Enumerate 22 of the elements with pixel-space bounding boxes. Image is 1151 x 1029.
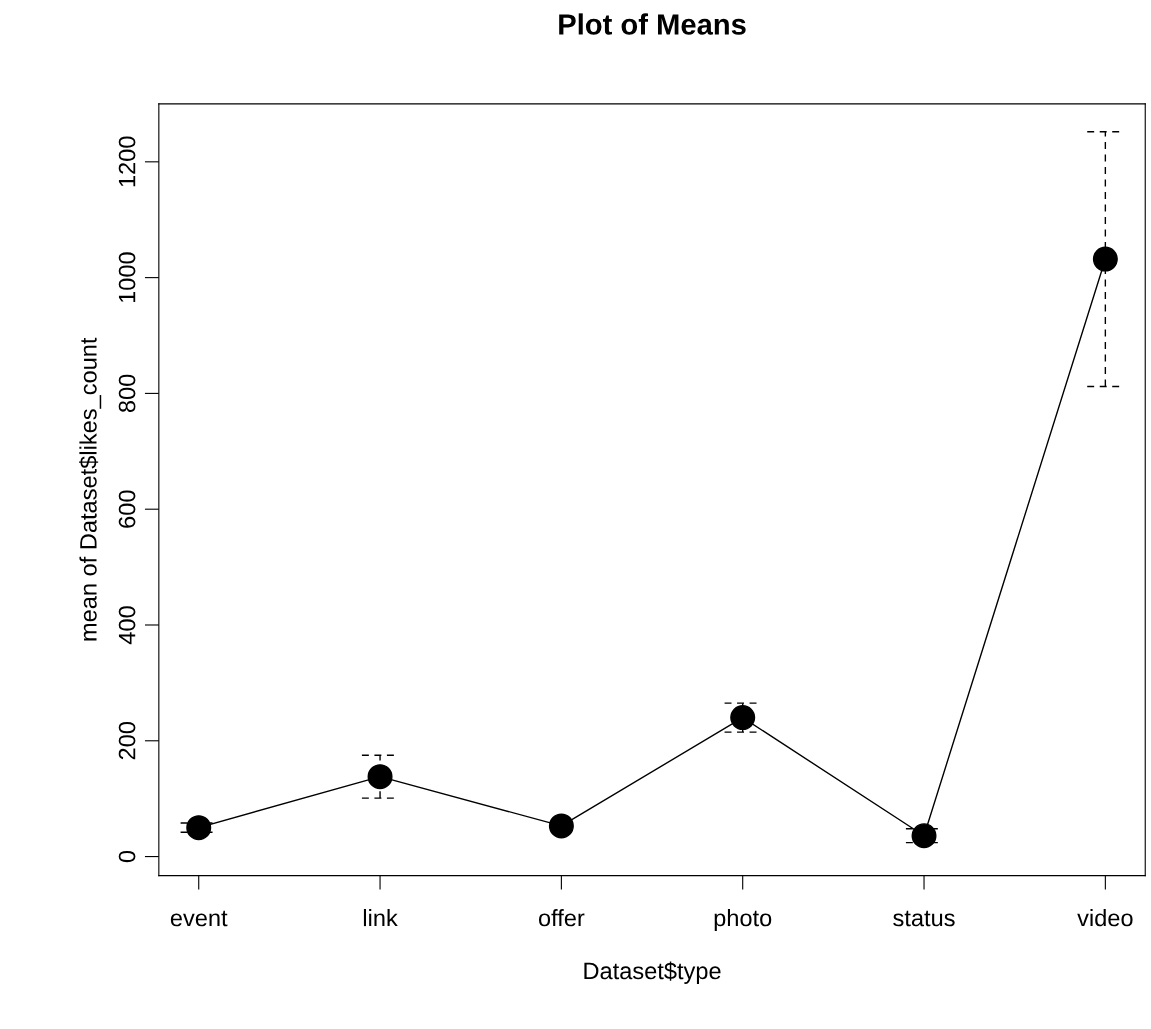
y-tick-label: 800 bbox=[118, 374, 136, 413]
x-tick-label: event bbox=[170, 910, 228, 927]
x-tick-label: photo bbox=[714, 909, 772, 932]
point bbox=[911, 823, 937, 849]
y-tick-label: 0 bbox=[118, 850, 136, 863]
x-axis-title: Dataset$type bbox=[584, 961, 721, 984]
y-axis-title: mean of Dataset$likes_count bbox=[79, 337, 102, 641]
point bbox=[367, 764, 393, 790]
y-tick-label: 1200 bbox=[118, 136, 136, 187]
point bbox=[730, 705, 756, 731]
chart-title: Plot of Means bbox=[559, 13, 746, 35]
x-tick-label: offer bbox=[538, 909, 585, 927]
x-tick-label: link bbox=[363, 909, 398, 927]
y-tick-label: 400 bbox=[118, 606, 136, 645]
x-tick-label: status bbox=[893, 910, 955, 927]
y-tick-label: 600 bbox=[118, 490, 136, 528]
point bbox=[548, 813, 574, 839]
y-tick-label: 1000 bbox=[118, 252, 136, 303]
y-tick-label: 200 bbox=[118, 722, 136, 760]
point bbox=[186, 815, 212, 841]
x-tick-label: video bbox=[1077, 909, 1133, 927]
point bbox=[1092, 246, 1118, 272]
